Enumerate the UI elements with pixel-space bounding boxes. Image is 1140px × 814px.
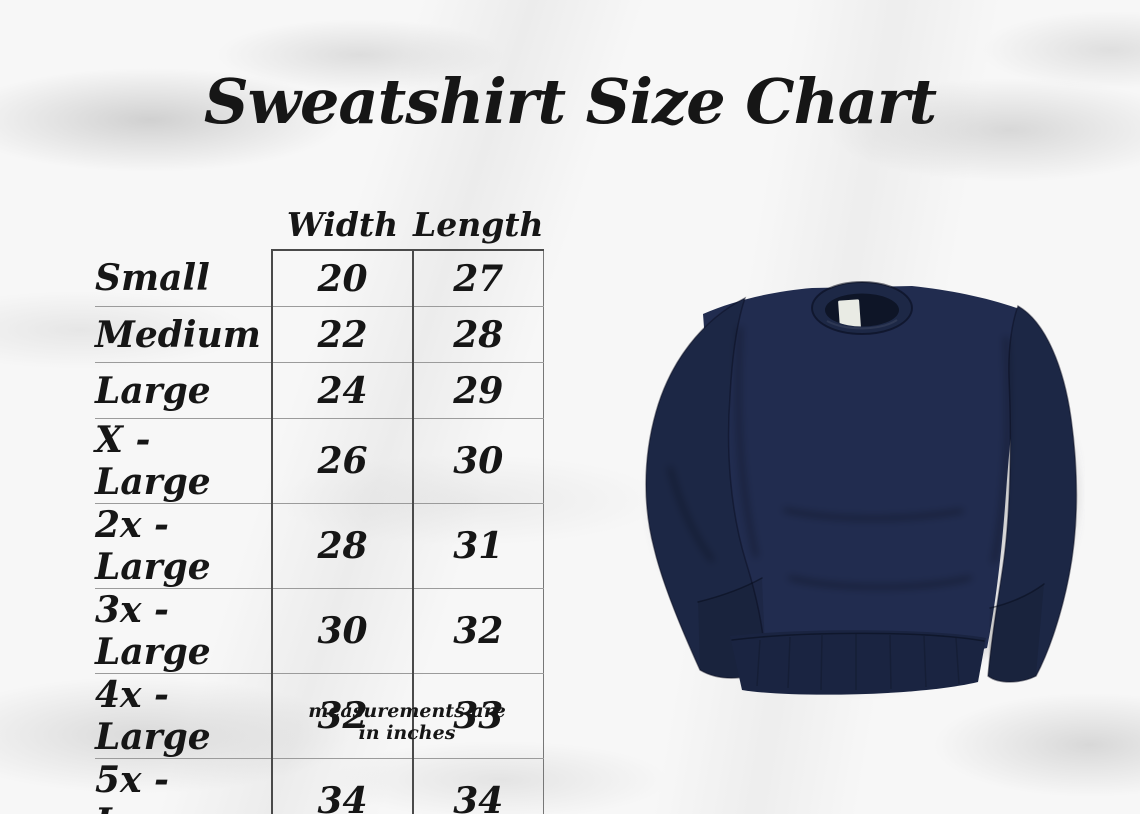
length-value-cell: 27 (413, 249, 544, 307)
width-value-cell: 22 (271, 306, 414, 363)
right-cuff (988, 584, 1044, 682)
collar-rib-highlight (826, 319, 898, 330)
column-headers: Width Length (95, 194, 544, 246)
length-value-cell: 29 (413, 362, 544, 419)
table-row: 4x - Large 32 33 (95, 673, 544, 759)
collar-opening (825, 293, 899, 327)
width-value-cell: 28 (271, 503, 414, 589)
table-row: Large 24 29 (95, 362, 544, 419)
size-label-cell: Large (95, 362, 272, 419)
length-value-cell: 30 (413, 418, 544, 504)
table-row: X - Large 26 30 (95, 418, 544, 504)
sweatshirt-body (703, 286, 1022, 659)
table-row: 5x - Large 34 34 (95, 758, 544, 814)
table-row: Medium 22 28 (95, 306, 544, 363)
sweatshirt-left-sleeve (645, 296, 767, 679)
col-header-width: Width (286, 205, 399, 244)
hem-seam (731, 632, 985, 642)
width-value-cell: 20 (271, 249, 414, 307)
sweatshirt-photo (645, 281, 1080, 695)
left-cuff-seam (697, 577, 763, 603)
table-row: 2x - Large 28 31 (95, 503, 544, 589)
length-value-cell: 31 (413, 503, 544, 589)
size-label-cell: Medium (95, 306, 272, 363)
fabric-seams (668, 326, 1010, 589)
table-row: 3x - Large 30 32 (95, 588, 544, 674)
sweatshirt-hem-band (730, 630, 986, 695)
col-header-length: Length (413, 205, 544, 244)
width-value-cell: 24 (271, 362, 414, 419)
width-value-cell: 34 (271, 758, 414, 814)
table-row: Small 20 27 (95, 249, 544, 307)
measurement-note: measurements are in inches (308, 700, 506, 744)
length-value-cell: 34 (413, 758, 544, 814)
size-label-cell: Small (95, 250, 272, 307)
width-value-cell: 32 (271, 673, 414, 759)
size-table: Small 20 27 Medium 22 28 Large 24 29 X -… (95, 249, 544, 814)
hem-rib-lines (756, 634, 960, 691)
page-title: Sweatshirt Size Chart (203, 65, 937, 138)
size-label-cell: 2x - Large (95, 503, 272, 589)
sweatshirt-right-sleeve (987, 304, 1078, 683)
length-value-cell: 32 (413, 588, 544, 674)
sweatshirt-neck-tag (838, 299, 861, 327)
width-value-cell: 30 (271, 588, 414, 674)
size-label-cell: 4x - Large (95, 673, 272, 759)
size-label-cell: 3x - Large (95, 588, 272, 674)
right-cuff-seam (989, 583, 1045, 609)
size-label-cell: 5x - Large (95, 758, 272, 814)
length-value-cell: 28 (413, 306, 544, 363)
width-value-cell: 26 (271, 418, 414, 504)
size-label-cell: X - Large (95, 418, 272, 504)
length-value-cell: 33 (413, 673, 544, 759)
